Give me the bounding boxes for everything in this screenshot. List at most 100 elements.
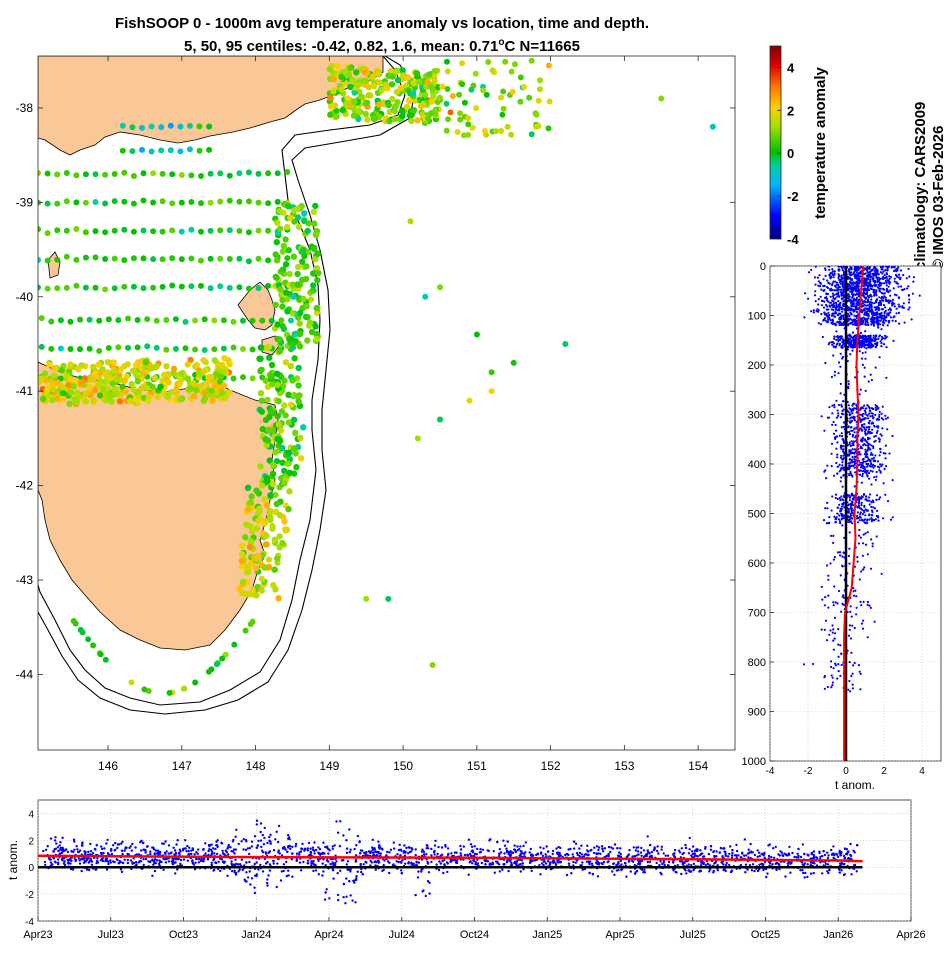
map-point bbox=[58, 317, 64, 323]
depth-point bbox=[839, 366, 841, 368]
ts-point bbox=[547, 860, 549, 862]
depth-point bbox=[831, 289, 833, 291]
depth-xtick-label: -4 bbox=[766, 766, 775, 777]
map-point bbox=[159, 377, 165, 383]
map-point bbox=[258, 390, 264, 396]
depth-point bbox=[837, 412, 839, 414]
map-point bbox=[168, 147, 174, 153]
depth-point bbox=[864, 301, 866, 303]
depth-point bbox=[835, 286, 837, 288]
map-point bbox=[276, 533, 282, 539]
depth-point bbox=[848, 383, 850, 385]
depth-ytick-label: 400 bbox=[748, 459, 766, 471]
map-point bbox=[536, 98, 542, 104]
map-point bbox=[188, 283, 194, 289]
depth-point bbox=[864, 532, 866, 534]
depth-point bbox=[836, 289, 838, 291]
depth-point bbox=[861, 519, 863, 521]
map-point bbox=[288, 318, 294, 324]
map-point bbox=[461, 132, 467, 138]
depth-point bbox=[813, 309, 815, 311]
depth-point bbox=[889, 278, 891, 280]
ts-point bbox=[375, 869, 377, 871]
depth-point bbox=[875, 301, 877, 303]
map-point bbox=[154, 345, 160, 351]
ts-point bbox=[355, 860, 357, 862]
map-point bbox=[287, 335, 293, 341]
depth-point bbox=[840, 416, 842, 418]
depth-point bbox=[882, 517, 884, 519]
map-point bbox=[165, 372, 171, 378]
map-point bbox=[281, 402, 287, 408]
map-point bbox=[255, 518, 261, 524]
ts-point bbox=[708, 853, 710, 855]
map-point bbox=[400, 72, 406, 78]
depth-point bbox=[878, 302, 880, 304]
depth-point bbox=[880, 297, 882, 299]
depth-point bbox=[835, 497, 837, 499]
depth-point bbox=[874, 454, 876, 456]
chart-title-line2: 5, 50, 95 centiles: -0.42, 0.82, 1.6, me… bbox=[184, 37, 580, 55]
depth-point bbox=[804, 292, 806, 294]
map-point bbox=[362, 69, 368, 75]
depth-point bbox=[852, 673, 854, 675]
map-point bbox=[275, 170, 281, 176]
ts-point bbox=[312, 860, 314, 862]
map-point bbox=[312, 203, 318, 209]
map-point bbox=[112, 228, 118, 234]
depth-point bbox=[886, 269, 888, 271]
depth-point bbox=[856, 315, 858, 317]
map-point bbox=[474, 332, 480, 338]
map-point bbox=[480, 87, 486, 93]
depth-point bbox=[872, 470, 874, 472]
depth-point bbox=[912, 293, 914, 295]
depth-point bbox=[889, 311, 891, 313]
depth-point bbox=[829, 562, 831, 564]
map-point bbox=[303, 314, 309, 320]
map-point bbox=[247, 544, 253, 550]
ts-point bbox=[460, 848, 462, 850]
map-point bbox=[177, 381, 183, 387]
depth-point bbox=[875, 476, 877, 478]
map-point bbox=[58, 346, 64, 352]
map-point bbox=[154, 318, 160, 324]
map-point bbox=[426, 71, 432, 77]
depth-point bbox=[840, 337, 842, 339]
map-point bbox=[416, 79, 422, 85]
depth-point bbox=[837, 335, 839, 337]
depth-point bbox=[865, 351, 867, 353]
depth-point bbox=[877, 338, 879, 340]
map-point bbox=[363, 596, 369, 602]
depth-point bbox=[831, 424, 833, 426]
map-point bbox=[305, 228, 311, 234]
depth-point bbox=[838, 670, 840, 672]
depth-point bbox=[864, 438, 866, 440]
depth-point bbox=[864, 330, 866, 332]
map-point bbox=[239, 590, 245, 596]
map-point bbox=[131, 255, 137, 261]
depth-point bbox=[834, 556, 836, 558]
map-point bbox=[102, 229, 108, 235]
depth-point bbox=[867, 500, 869, 502]
depth-point bbox=[873, 457, 875, 459]
map-point bbox=[547, 99, 553, 105]
depth-point bbox=[887, 324, 889, 326]
depth-point bbox=[833, 338, 835, 340]
depth-point bbox=[830, 275, 832, 277]
depth-point bbox=[865, 417, 867, 419]
map-point bbox=[283, 289, 289, 295]
depth-point bbox=[867, 415, 869, 417]
depth-point bbox=[858, 281, 860, 283]
map-point bbox=[465, 121, 471, 127]
depth-point bbox=[855, 595, 857, 597]
map-point bbox=[91, 397, 97, 403]
map-point bbox=[489, 388, 495, 394]
depth-point bbox=[878, 414, 880, 416]
depth-point bbox=[871, 302, 873, 304]
depth-point bbox=[827, 312, 829, 314]
map-point bbox=[509, 69, 515, 75]
map-point bbox=[93, 285, 99, 291]
depth-point bbox=[837, 551, 839, 553]
ts-point bbox=[529, 851, 531, 853]
map-point bbox=[121, 227, 127, 233]
